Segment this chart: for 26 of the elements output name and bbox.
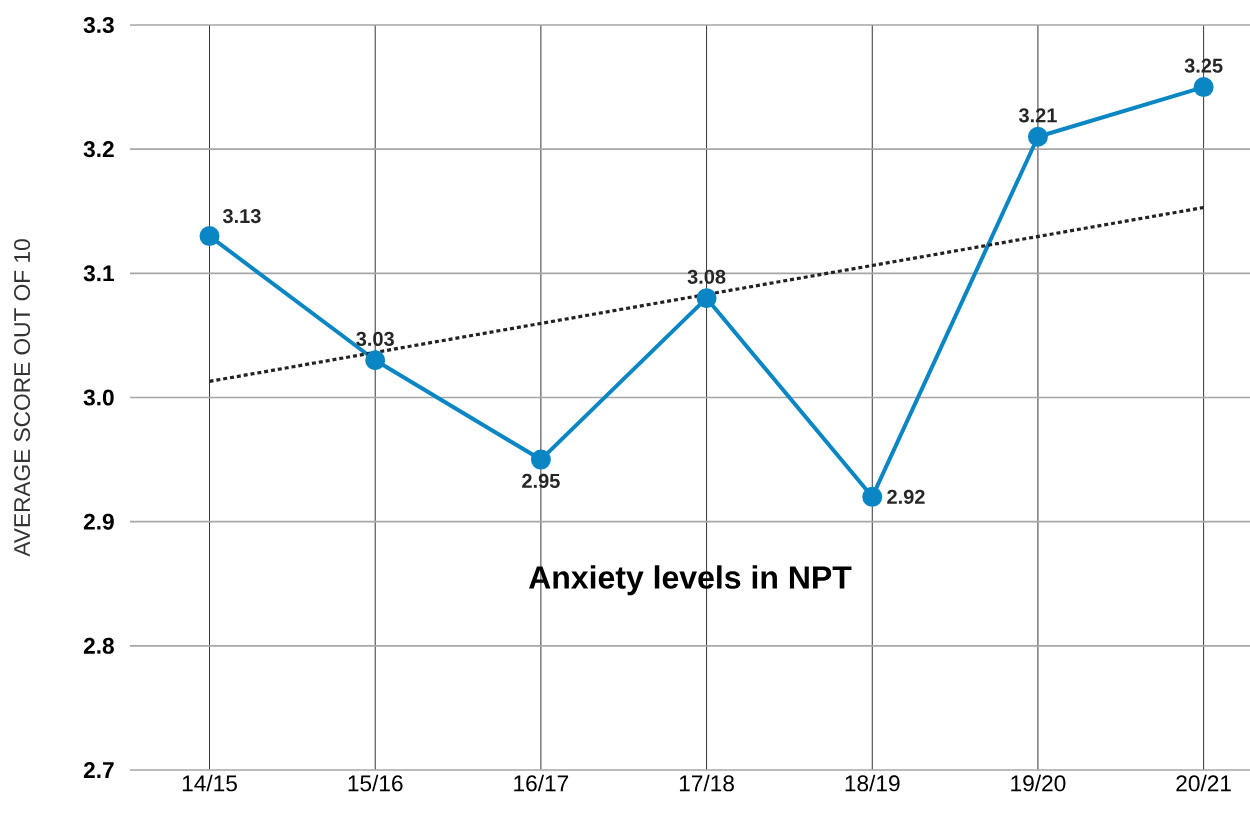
y-tick-label: 2.8 xyxy=(83,637,114,654)
x-tick-label: 18/19 xyxy=(845,774,900,792)
y-tick-label: 3.1 xyxy=(83,265,114,282)
y-tick-label: 3.2 xyxy=(83,141,114,158)
data-label: 3.08 xyxy=(687,269,726,284)
point xyxy=(1027,126,1048,147)
data-label: 2.92 xyxy=(887,489,925,504)
point xyxy=(365,350,386,371)
y-tick-label: 2.9 xyxy=(83,513,114,530)
y-axis-title: AVERAGE SCORE OUT OF 10 xyxy=(14,239,31,557)
point xyxy=(530,449,551,470)
x-tick-label: 15/16 xyxy=(348,774,403,792)
x-tick-label: 17/18 xyxy=(679,774,734,792)
y-tick-label: 2.7 xyxy=(83,762,114,778)
data-label: 3.13 xyxy=(222,208,261,224)
x-tick-label: 20/21 xyxy=(1176,774,1231,792)
data-label: 3.21 xyxy=(1018,108,1057,123)
point xyxy=(199,226,220,247)
x-tick-label: 19/20 xyxy=(1011,774,1066,792)
point xyxy=(696,288,717,309)
y-tick-label: 3.0 xyxy=(83,389,114,406)
y-tick-label: 3.3 xyxy=(83,16,114,34)
x-tick-label: 16/17 xyxy=(514,774,569,792)
point xyxy=(862,486,883,507)
x-tick-label: 14/15 xyxy=(182,774,237,792)
point xyxy=(1193,77,1214,98)
